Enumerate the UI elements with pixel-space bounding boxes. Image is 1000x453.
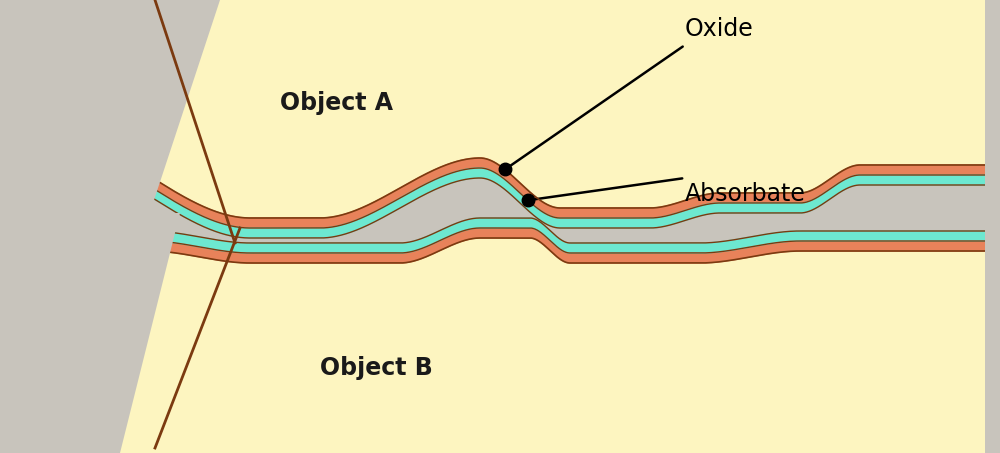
Polygon shape (985, 0, 1000, 208)
Polygon shape (0, 213, 180, 453)
Polygon shape (0, 0, 220, 453)
Text: Oxide: Oxide (685, 17, 754, 41)
Text: Object B: Object B (320, 356, 433, 380)
Polygon shape (985, 223, 1000, 453)
Text: Object A: Object A (280, 91, 393, 115)
Text: Absorbate: Absorbate (685, 182, 806, 206)
